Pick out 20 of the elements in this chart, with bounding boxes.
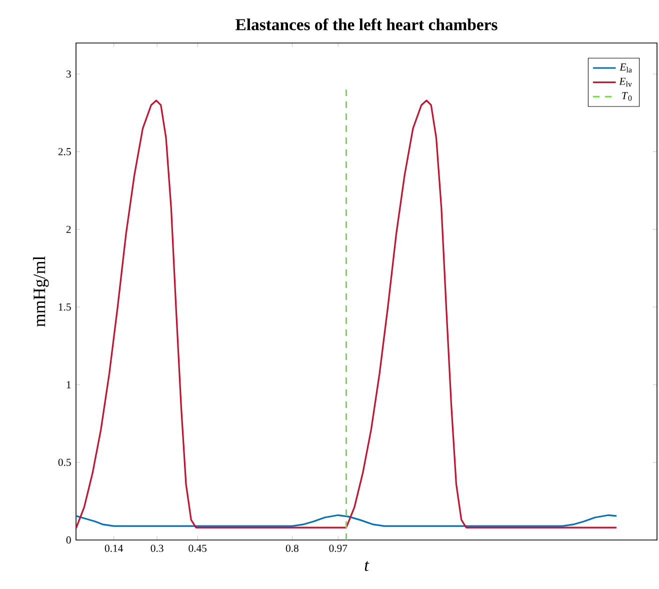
x-tick-label: 0.14: [104, 544, 123, 552]
chart-title: Elastances of the left heart chambers: [236, 18, 498, 30]
legend-label: E$_{la}$: [620, 64, 632, 72]
line-series: [76, 100, 618, 530]
y-tick-label: 1: [66, 381, 71, 388]
y-axis-title: mmHg/ml: [33, 256, 49, 327]
y-tick-label: 1.5: [58, 303, 71, 311]
y-tick-label: 3: [66, 70, 71, 78]
y-tick-label: 0.5: [58, 458, 71, 466]
line-series: [76, 514, 618, 527]
legend-label: E$_{lv}$: [619, 78, 632, 87]
y-tick-label: 0: [66, 536, 71, 544]
x-tick-label: 0.3: [150, 544, 164, 552]
legend-label: T$_{0}$: [622, 92, 632, 101]
x-axis-title: t: [364, 561, 370, 572]
x-tick-label: 0.8: [286, 544, 298, 552]
y-tick-label: 2.5: [58, 148, 71, 156]
x-tick-label: 0.45: [188, 544, 207, 552]
y-tick-label: 2: [66, 226, 71, 233]
x-tick-label: 0.97: [329, 544, 348, 552]
